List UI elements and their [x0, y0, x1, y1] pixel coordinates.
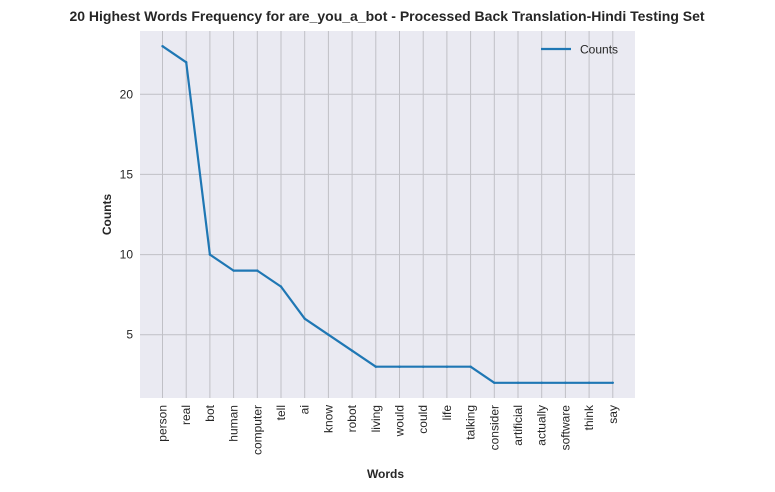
y-tick-label: 20	[120, 87, 134, 101]
data-point-think	[587, 381, 591, 384]
x-tick-label-know: know	[321, 405, 335, 433]
data-point-real	[185, 61, 188, 64]
x-tick-label-real: real	[179, 405, 193, 425]
x-tick-label-say: say	[606, 405, 620, 424]
x-tick-label-computer: computer	[250, 405, 264, 455]
y-axis-label: Counts	[100, 194, 114, 236]
plot-area	[140, 31, 635, 398]
x-tick-label-would: would	[393, 405, 407, 437]
x-tick-label-robot: robot	[345, 404, 359, 432]
series-points	[161, 45, 614, 384]
x-tick-label-person: person	[156, 405, 170, 442]
y-tick-label: 15	[120, 167, 134, 181]
data-point-computer	[256, 269, 259, 272]
x-tick-label-bot: bot	[203, 404, 217, 421]
data-point-robot	[350, 349, 354, 352]
data-point-person	[161, 45, 164, 48]
x-tick-label-human: human	[227, 405, 241, 442]
data-point-human	[232, 269, 235, 272]
data-point-software	[564, 381, 567, 384]
data-point-actually	[540, 381, 543, 384]
data-point-talking	[469, 365, 472, 368]
data-point-would	[398, 365, 401, 368]
x-axis-label: Words	[367, 467, 404, 481]
data-point-living	[374, 365, 377, 368]
x-tick-label-life: life	[440, 405, 454, 421]
x-tick-label-software: software	[558, 405, 572, 451]
y-axis-ticks: 5 10 15 20	[120, 87, 134, 341]
x-tick-label-think: think	[582, 404, 596, 430]
data-point-say	[611, 381, 614, 384]
x-tick-label-actually: actually	[535, 405, 549, 446]
x-axis-ticks: person real bot human computer tell ai know robo…	[156, 404, 620, 455]
chart-title: 20 Highest Words Frequency for are_you_a…	[69, 8, 704, 24]
legend: Counts	[541, 43, 618, 57]
data-point-ai	[303, 317, 306, 320]
data-point-artificial	[516, 381, 520, 384]
x-tick-label-tell: tell	[274, 405, 288, 420]
x-tick-label-ai: ai	[298, 405, 312, 414]
x-tick-label-artificial: artificial	[511, 405, 525, 446]
data-point-know	[327, 333, 330, 336]
data-point-tell	[279, 285, 283, 288]
data-point-could	[422, 365, 425, 368]
data-point-consider	[493, 381, 496, 384]
x-tick-label-talking: talking	[464, 405, 478, 440]
grid	[140, 31, 635, 398]
x-tick-label-consider: consider	[487, 405, 501, 450]
x-tick-label-could: could	[416, 405, 430, 434]
y-tick-label: 10	[120, 248, 134, 262]
y-tick-label: 5	[126, 328, 133, 342]
legend-label-counts: Counts	[580, 43, 618, 57]
data-point-bot	[208, 253, 212, 256]
series-line-counts	[161, 45, 613, 384]
data-point-life	[445, 365, 449, 368]
x-tick-label-living: living	[369, 405, 383, 432]
